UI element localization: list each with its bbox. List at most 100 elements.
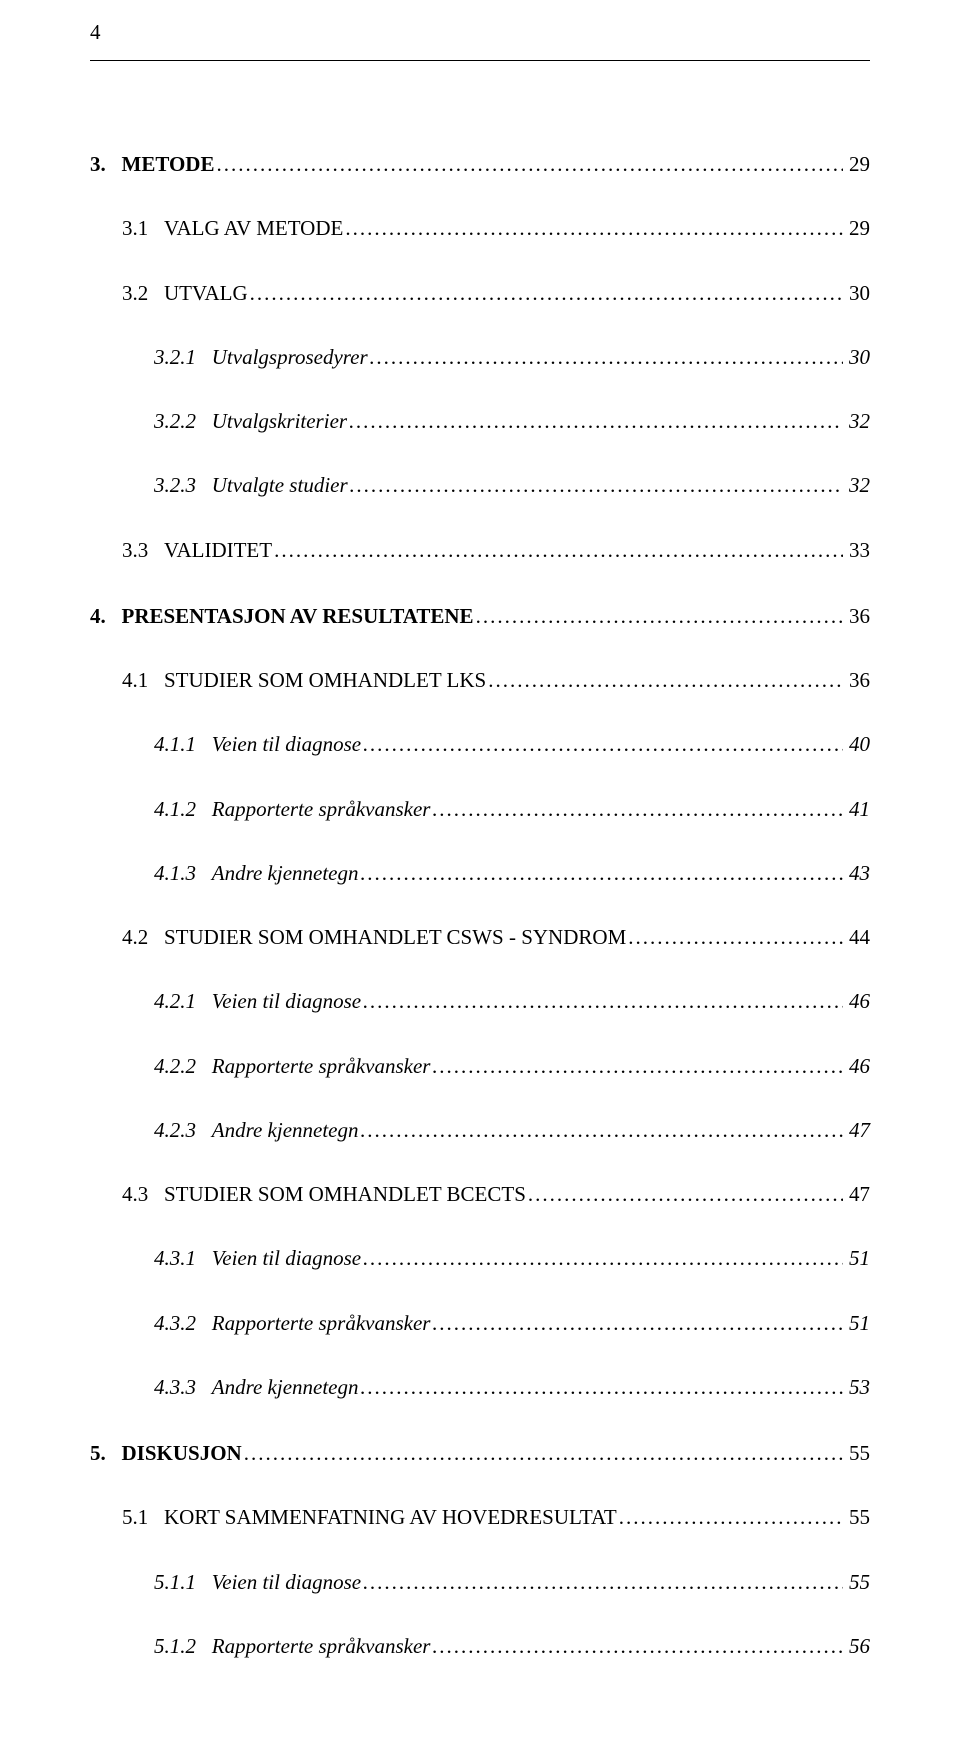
toc-entry-number: 3.2 [122,281,148,305]
toc-entry-page: 32 [845,472,870,498]
toc-entry-page: 33 [845,537,870,563]
toc-entry: 3. METODE29 [90,151,870,177]
toc-entry-number: 5.1.2 [154,1634,196,1658]
toc-entry-page: 47 [845,1181,870,1207]
toc-entry: 4.1.1 Veien til diagnose 40 [90,731,870,757]
toc-entry-number: 4.3 [122,1182,148,1206]
toc-leader-dots [628,924,843,950]
toc-entry-number: 3.2.3 [154,473,196,497]
toc-leader-dots [350,472,843,498]
toc-leader-dots [216,151,843,177]
toc-leader-dots [370,344,843,370]
toc-entry-label: 3.3 VALIDITET [122,537,272,563]
toc-entry-title: Veien til diagnose [212,1246,361,1270]
toc-leader-dots [432,1633,843,1659]
toc-entry-label: 5.1 KORT SAMMENFATNING AV HOVEDRESULTAT [122,1504,617,1530]
toc-entry-title: Utvalgskriterier [212,409,347,433]
toc-leader-dots [361,1374,844,1400]
toc-leader-dots [363,1569,843,1595]
toc-entry-title: Andre kjennetegn [212,861,359,885]
toc-entry-number: 4.1.2 [154,797,196,821]
toc-entry: 3.2 UTVALG 30 [90,280,870,306]
toc-leader-dots [476,603,843,629]
toc-leader-dots [488,667,843,693]
toc-entry-number: 5. [90,1441,106,1465]
toc-leader-dots [432,1053,843,1079]
toc-entry-label: 4. PRESENTASJON AV RESULTATENE [90,603,474,629]
toc-entry-title: STUDIER SOM OMHANDLET LKS [164,668,486,692]
toc-entry-number: 4.1.3 [154,861,196,885]
toc-entry: 4. PRESENTASJON AV RESULTATENE36 [90,603,870,629]
toc-leader-dots [432,1310,843,1336]
toc-entry-page: 46 [845,988,870,1014]
toc-entry-label: 4.3.1 Veien til diagnose [154,1245,361,1271]
toc-entry-page: 47 [845,1117,870,1143]
toc-entry-page: 32 [845,408,870,434]
toc-entry-title: KORT SAMMENFATNING AV HOVEDRESULTAT [164,1505,617,1529]
toc-entry-label: 4.1 STUDIER SOM OMHANDLET LKS [122,667,486,693]
document-page: 4 3. METODE293.1 VALG AV METODE293.2 UTV… [0,0,960,1757]
toc-entry-number: 4.3.1 [154,1246,196,1270]
toc-entry-page: 55 [845,1440,870,1466]
toc-entry: 3.2.1 Utvalgsprosedyrer30 [90,344,870,370]
toc-leader-dots [250,280,843,306]
toc-entry-number: 3. [90,152,106,176]
toc-leader-dots [528,1181,843,1207]
toc-entry-label: 5.1.2 Rapporterte språkvansker [154,1633,430,1659]
toc-entry: 4.3 STUDIER SOM OMHANDLET BCECTS47 [90,1181,870,1207]
toc-leader-dots [432,796,843,822]
toc-entry-title: Rapporterte språkvansker [212,797,431,821]
toc-entry: 4.2.1 Veien til diagnose46 [90,988,870,1014]
toc-entry-number: 4. [90,604,106,628]
toc-entry-label: 4.1.3 Andre kjennetegn [154,860,359,886]
toc-entry-number: 4.3.2 [154,1311,196,1335]
toc-entry-page: 53 [845,1374,870,1400]
toc-entry-number: 4.2 [122,925,148,949]
toc-entry-title: METODE [122,152,215,176]
toc-leader-dots [361,860,844,886]
toc-entry-title: Utvalgsprosedyrer [212,345,368,369]
toc-entry-number: 4.2.2 [154,1054,196,1078]
toc-entry-number: 5.1 [122,1505,148,1529]
toc-entry-label: 4.2.3 Andre kjennetegn [154,1117,359,1143]
toc-entry-page: 30 [845,280,870,306]
toc-entry-title: Rapporterte språkvansker [212,1634,431,1658]
toc-entry-label: 4.1.2 Rapporterte språkvansker [154,796,430,822]
toc-entry-label: 4.2 STUDIER SOM OMHANDLET CSWS - SYNDROM [122,924,626,950]
toc-entry-label: 4.3.3 Andre kjennetegn [154,1374,359,1400]
toc-entry: 3.2.2 Utvalgskriterier 32 [90,408,870,434]
toc-entry-number: 4.1.1 [154,732,196,756]
toc-entry: 4.3.1 Veien til diagnose51 [90,1245,870,1271]
toc-entry-label: 3.2.1 Utvalgsprosedyrer [154,344,368,370]
toc-entry-number: 4.1 [122,668,148,692]
toc-entry-number: 4.2.1 [154,989,196,1013]
toc-entry-page: 36 [845,667,870,693]
toc-entry-label: 3.2.2 Utvalgskriterier [154,408,347,434]
toc-entry-title: VALIDITET [164,538,272,562]
toc-leader-dots [363,731,843,757]
toc-entry-page: 44 [845,924,870,950]
toc-entry: 4.1.2 Rapporterte språkvansker41 [90,796,870,822]
toc-entry-title: Veien til diagnose [212,1570,361,1594]
toc-entry: 4.2 STUDIER SOM OMHANDLET CSWS - SYNDROM… [90,924,870,950]
toc-entry-label: 3.2 UTVALG [122,280,248,306]
toc-entry-label: 4.3.2 Rapporterte språkvansker [154,1310,430,1336]
toc-entry: 3.1 VALG AV METODE29 [90,215,870,241]
toc-entry-number: 3.1 [122,216,148,240]
toc-entry-title: Veien til diagnose [212,732,361,756]
toc-entry: 3.2.3 Utvalgte studier 32 [90,472,870,498]
toc-entry-title: Andre kjennetegn [212,1118,359,1142]
table-of-contents: 3. METODE293.1 VALG AV METODE293.2 UTVAL… [90,61,870,1659]
toc-entry-number: 3.2.2 [154,409,196,433]
toc-leader-dots [274,537,843,563]
toc-entry-label: 3.2.3 Utvalgte studier [154,472,348,498]
toc-entry-page: 29 [845,215,870,241]
toc-entry: 3.3 VALIDITET 33 [90,537,870,563]
toc-leader-dots [345,215,843,241]
toc-entry-page: 40 [845,731,870,757]
toc-entry-label: 4.2.2 Rapporterte språkvansker [154,1053,430,1079]
toc-leader-dots [349,408,843,434]
toc-entry-title: UTVALG [164,281,248,305]
toc-entry-title: Andre kjennetegn [212,1375,359,1399]
toc-entry: 4.3.2 Rapporterte språkvansker51 [90,1310,870,1336]
